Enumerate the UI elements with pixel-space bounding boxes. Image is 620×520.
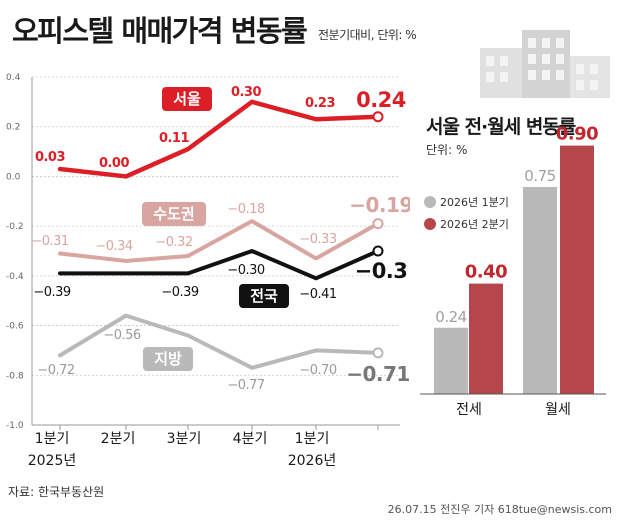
line-chart: 0.4 0.2 0.0 -0.2 -0.4 -0.6 -0.8 -1.0 0.03 0.00 0.1… <box>6 73 410 431</box>
series-tag-national <box>239 284 289 308</box>
y-tick-label: -0.2 <box>6 222 24 232</box>
page-subtitle: 전분기대비, 단위: % <box>318 28 417 42</box>
series-tag-label: 전국 <box>250 287 278 305</box>
data-label: −0.41 <box>299 287 337 302</box>
data-label: −0.70 <box>299 363 337 378</box>
bar-value-label: 0.90 <box>556 124 598 145</box>
y-tick-label: -0.6 <box>6 322 24 332</box>
end-marker <box>372 111 384 123</box>
rent-panel-unit: 단위: % <box>426 143 468 157</box>
data-label: 0.30 <box>231 85 262 100</box>
data-label: −0.56 <box>103 328 141 343</box>
data-label: −0.34 <box>95 239 133 254</box>
end-marker <box>372 218 384 230</box>
series-tag-regional <box>143 347 193 371</box>
data-label: −0.30 <box>227 263 265 278</box>
data-label: −0.71 <box>346 362 410 386</box>
data-label: 0.23 <box>305 96 336 111</box>
legend-label: 2026년 1분기 <box>440 196 509 209</box>
bar <box>523 187 557 394</box>
bar <box>434 327 468 394</box>
data-label: −0.3 <box>355 259 408 283</box>
bar-category-label: 전세 <box>456 402 482 418</box>
end-marker <box>372 347 384 359</box>
series-line-capital <box>58 219 380 263</box>
credit-note: 26.07.15 전진우 기자 618tue@newsis.com <box>387 503 612 516</box>
data-label: −0.18 <box>227 202 265 217</box>
series-line-seoul <box>57 99 381 179</box>
bar-chart: 0.24 0.40 전세 0.75 0.90 월세 <box>420 124 606 418</box>
legend-q2: 2026년 2분기 <box>424 216 509 232</box>
bar-value-label: 0.40 <box>465 262 507 283</box>
rent-panel: 서울 전·월세 변동률 단위: % 2026년 1분기 2026년 2분기 0.… <box>410 98 610 432</box>
x-tick-label: 1분기 <box>294 431 330 447</box>
legend-swatch <box>424 196 436 208</box>
data-label: 0.24 <box>356 88 406 112</box>
page-title: 오피스텔 매매가격 변동률 <box>12 14 308 48</box>
source-note: 자료: 한국부동산원 <box>8 485 105 499</box>
data-label: −0.31 <box>31 234 69 249</box>
data-label: −0.72 <box>37 363 74 378</box>
y-tick-label: -1.0 <box>6 421 24 431</box>
y-tick-label: 0.0 <box>6 172 21 182</box>
data-label: −0.77 <box>227 378 265 393</box>
data-label: 0.00 <box>99 156 130 171</box>
legend-swatch <box>424 218 436 230</box>
data-label: 0.03 <box>35 150 66 165</box>
rent-panel-title: 서울 전·월세 변동률 <box>426 116 576 138</box>
bar-category-label: 월세 <box>545 402 571 418</box>
series-tag-capital <box>142 202 206 226</box>
x-tick-label: 4분기 <box>232 431 268 447</box>
bar <box>560 145 594 394</box>
series-line-regional <box>58 313 380 370</box>
bar-value-label: 0.75 <box>524 167 555 185</box>
series-tag-label: 서울 <box>173 90 201 108</box>
data-label: −0.19 <box>349 193 410 217</box>
series-line-national <box>58 249 380 281</box>
legend-label: 2026년 2분기 <box>440 218 509 231</box>
data-label: −0.39 <box>161 285 199 300</box>
year-label: 2026년 <box>287 453 337 469</box>
data-label: 0.11 <box>159 131 190 146</box>
x-tick-label: 1분기 <box>34 431 70 447</box>
series-tag-label: 지방 <box>154 350 182 368</box>
y-tick-label: 0.2 <box>6 123 20 133</box>
series-tag-label: 수도권 <box>153 205 194 223</box>
y-tick-label: 0.4 <box>6 73 21 83</box>
x-tick-label: 3분기 <box>166 431 202 447</box>
end-marker <box>372 245 384 257</box>
x-tick-label: 2분기 <box>100 431 136 447</box>
data-label: −0.39 <box>33 285 71 300</box>
year-label: 2025년 <box>27 453 77 469</box>
y-tick-label: -0.8 <box>6 371 24 381</box>
y-tick-label: -0.4 <box>6 272 24 282</box>
legend-q1: 2026년 1분기 <box>424 194 509 210</box>
data-label: −0.32 <box>155 235 192 250</box>
bar <box>469 283 503 394</box>
data-label: −0.33 <box>299 232 337 247</box>
series-tag-seoul <box>162 87 212 111</box>
bar-value-label: 0.24 <box>435 308 466 326</box>
